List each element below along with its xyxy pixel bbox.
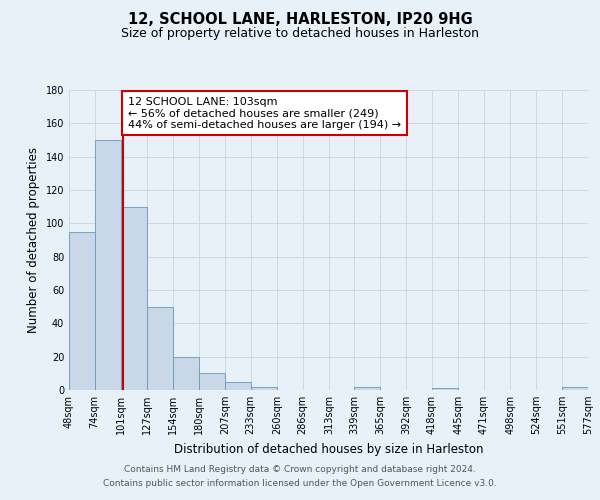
Bar xyxy=(173,356,199,390)
Text: Distribution of detached houses by size in Harleston: Distribution of detached houses by size … xyxy=(174,442,484,456)
Bar xyxy=(95,140,121,390)
Text: Contains HM Land Registry data © Crown copyright and database right 2024.
Contai: Contains HM Land Registry data © Crown c… xyxy=(103,466,497,487)
Text: Size of property relative to detached houses in Harleston: Size of property relative to detached ho… xyxy=(121,28,479,40)
Bar xyxy=(432,388,458,390)
Bar xyxy=(69,232,95,390)
Bar xyxy=(225,382,251,390)
Bar xyxy=(562,386,588,390)
Bar xyxy=(121,206,146,390)
Text: 12 SCHOOL LANE: 103sqm
← 56% of detached houses are smaller (249)
44% of semi-de: 12 SCHOOL LANE: 103sqm ← 56% of detached… xyxy=(128,96,401,130)
Bar xyxy=(199,374,225,390)
Bar xyxy=(251,386,277,390)
Bar xyxy=(355,386,380,390)
Bar xyxy=(146,306,173,390)
Text: 12, SCHOOL LANE, HARLESTON, IP20 9HG: 12, SCHOOL LANE, HARLESTON, IP20 9HG xyxy=(128,12,472,28)
Y-axis label: Number of detached properties: Number of detached properties xyxy=(27,147,40,333)
